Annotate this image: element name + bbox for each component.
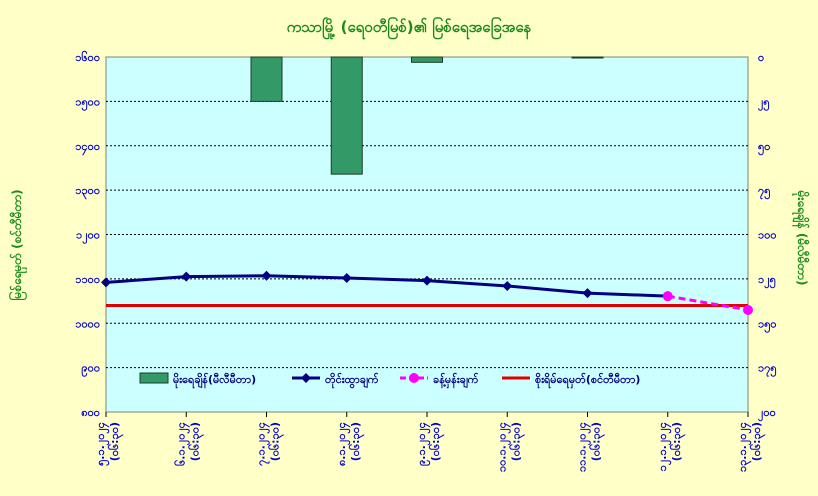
y-left-tick-label: ၁၁၀၀ — [75, 273, 100, 286]
y-right-tick-label: ၀ — [758, 51, 764, 64]
forecast-line — [667, 294, 749, 312]
y-right-tick-label: ၅၀ — [758, 140, 770, 156]
y-left-tick-label: ၁၄၀၀ — [75, 140, 100, 156]
legend-forecast-marker — [409, 373, 419, 383]
y-left-tick-label: ၁၀၀၀ — [75, 317, 100, 330]
rainfall-bar — [250, 56, 283, 102]
x-tick-label: ၁၃.၁.၂၀၂၄(၀၆:၃၀) — [736, 422, 766, 472]
forecast-point — [743, 304, 753, 315]
y-left-tick-label: ၁၆၀၀ — [75, 51, 100, 64]
rainfall-bar — [411, 56, 443, 63]
x-tick-label: ၅.၁.၂၀၂၄(၀၆:၃၀) — [94, 422, 124, 466]
legend-rainfall-label: မိုးရေချိန်(မီလီမီတာ) — [173, 372, 256, 389]
y-right-tick-label: ၁၅၀ — [758, 317, 777, 333]
y-right-tick-label: ၇၅ — [758, 184, 771, 200]
observed-point — [582, 288, 593, 299]
observed-point — [341, 272, 352, 283]
y-right-tick-label: ၁၂၅ — [758, 273, 777, 289]
observed-point — [422, 275, 432, 286]
y-left-tick-label: ၁၂၀၀ — [76, 229, 100, 245]
y-left-tick-label: ၉၀၀ — [81, 362, 100, 378]
forecast-point — [662, 291, 673, 302]
observed-point — [101, 277, 111, 288]
legend-observed-label: တိုင်းထွာချက် — [325, 372, 379, 389]
observed-point — [502, 280, 513, 291]
legend-forecast-label: ခန့်မှန်းချက် — [433, 372, 479, 389]
x-tick-label: ၇.၁.၂၀၂၄(၀၆:၃၀) — [255, 422, 285, 466]
observed-point — [181, 271, 192, 282]
y-right-tick-label: ၁၇၅ — [758, 362, 777, 378]
legend-rainfall-swatch — [139, 372, 169, 384]
y-right-tick-label: ၂၀၀ — [758, 406, 776, 422]
y-left-tick-label: ၁၃၀၀ — [75, 184, 100, 200]
x-tick-label: ၉.၁.၂၀၂၄(၀၆:၃၀) — [415, 422, 445, 466]
x-tick-label: ၁၁.၁.၂၀၂၄(၀၆:၃၀) — [576, 422, 606, 472]
x-tick-label: ၁၂.၁.၂၀၂၄(၀၆:၃၀) — [656, 422, 686, 471]
rainfall-bar — [330, 56, 363, 175]
rainfall-bar — [571, 56, 604, 59]
legend-observed-marker — [301, 373, 311, 383]
y-right-tick-label: ၁၀၀ — [758, 229, 777, 242]
x-tick-label: ၁၀.၁.၂၀၂၄(၀၆:၃၀) — [495, 422, 525, 472]
y-left-tick-label: ၈၀၀ — [81, 406, 100, 419]
y-right-tick-label: ၂၅ — [758, 95, 770, 111]
y-left-tick-label: ၁၅၀၀ — [75, 95, 100, 111]
legend-danger-label: စိုးရိမ်ရေမှတ်(စင်တီမီတာ) — [535, 372, 640, 389]
chart-title: ကသာမြို့ (ရေဝတီမြစ်)၏ မြစ်ရေအခြေအနေ — [286, 18, 532, 36]
observed-line — [105, 274, 668, 298]
x-tick-label: ၆.၁.၂၀၂၄(၀၆:၃၀) — [174, 422, 204, 466]
observed-point — [261, 270, 272, 281]
x-tick-label: ၈.၁.၂၀၂၄(၀၆:၃၀) — [335, 422, 365, 466]
